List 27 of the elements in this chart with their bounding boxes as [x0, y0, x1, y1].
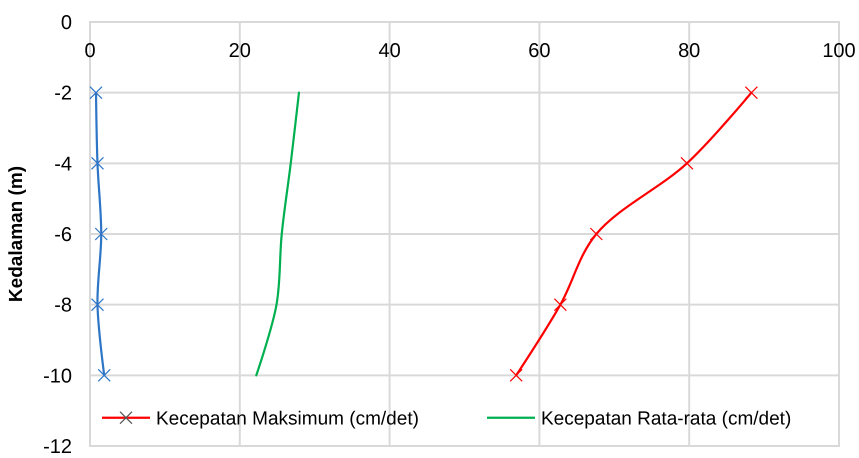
point — [98, 368, 111, 382]
x-tick-label: 20 — [228, 40, 251, 62]
y-axis-title: Kedalaman (m) — [6, 166, 27, 302]
y-tick-label: -8 — [54, 294, 72, 317]
y-tick-label: 0 — [60, 12, 72, 34]
point — [89, 86, 103, 100]
line-series — [255, 92, 300, 376]
x-tick-label: 80 — [678, 40, 700, 62]
y-tick-label: -12 — [43, 436, 72, 458]
y-tick-label: -10 — [43, 365, 72, 388]
point — [90, 298, 104, 312]
y-tick-label: -4 — [54, 153, 72, 176]
point — [90, 156, 104, 170]
y-tick-label: -6 — [54, 224, 72, 246]
y-tick-label: -2 — [54, 82, 72, 105]
x-tick-label: 0 — [84, 40, 96, 62]
point — [680, 156, 694, 170]
legend-label: Kecepatan Rata-rata (cm/det) — [541, 408, 792, 430]
point — [744, 86, 758, 100]
point — [510, 368, 523, 382]
x-tick-label: 100 — [822, 40, 856, 62]
x-tick-label: 40 — [378, 40, 401, 62]
legend-label: Kecepatan Maksimum (cm/det) — [156, 408, 419, 430]
x-tick-label: 60 — [528, 40, 551, 62]
point — [554, 298, 567, 312]
point — [590, 227, 603, 241]
point — [94, 227, 108, 241]
